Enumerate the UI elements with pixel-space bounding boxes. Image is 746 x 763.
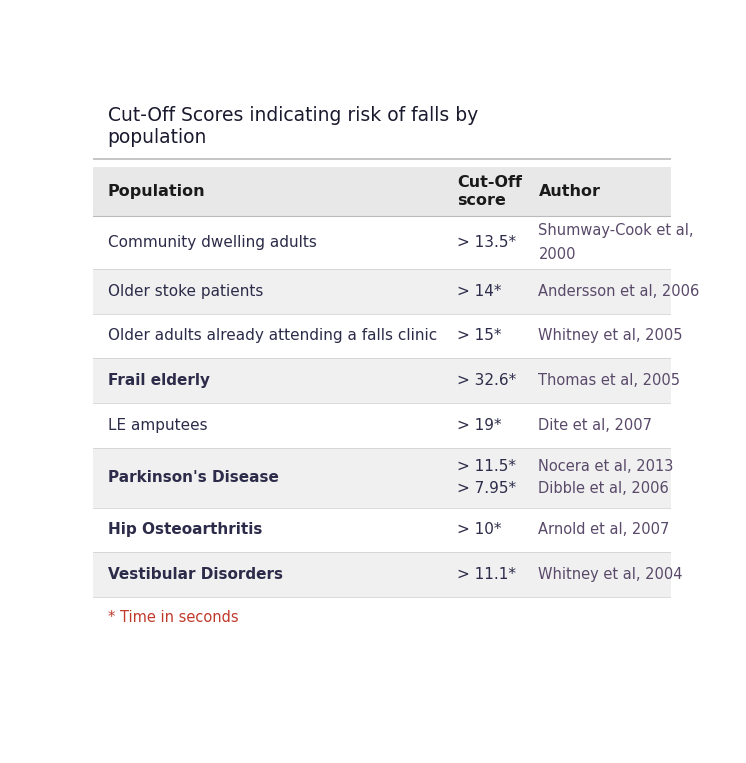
- Text: Author: Author: [539, 184, 601, 199]
- Text: Population: Population: [107, 184, 205, 199]
- Text: Cut-Off Scores indicating risk of falls by
population: Cut-Off Scores indicating risk of falls …: [107, 106, 478, 147]
- Text: Andersson et al, 2006: Andersson et al, 2006: [539, 284, 700, 299]
- Text: Vestibular Disorders: Vestibular Disorders: [107, 567, 283, 582]
- Text: > 13.5*: > 13.5*: [457, 235, 517, 250]
- Text: Parkinson's Disease: Parkinson's Disease: [107, 470, 278, 485]
- Text: > 19*: > 19*: [457, 418, 502, 433]
- Text: Older stoke patients: Older stoke patients: [107, 284, 263, 299]
- Text: Whitney et al, 2004: Whitney et al, 2004: [539, 567, 683, 582]
- Bar: [93, 314, 671, 359]
- Text: > 7.95*: > 7.95*: [457, 481, 517, 496]
- Text: Hip Osteoarthritis: Hip Osteoarthritis: [107, 523, 262, 537]
- Text: Dite et al, 2007: Dite et al, 2007: [539, 418, 653, 433]
- Text: > 14*: > 14*: [457, 284, 502, 299]
- Bar: [93, 448, 671, 507]
- Bar: [93, 359, 671, 403]
- Text: 2000: 2000: [539, 246, 576, 262]
- Text: * Time in seconds: * Time in seconds: [107, 610, 238, 625]
- Text: Frail elderly: Frail elderly: [107, 373, 210, 388]
- Text: Shumway-Cook et al,: Shumway-Cook et al,: [539, 224, 694, 238]
- Bar: [93, 216, 671, 269]
- Text: Dibble et al, 2006: Dibble et al, 2006: [539, 481, 669, 496]
- Text: Arnold et al, 2007: Arnold et al, 2007: [539, 523, 670, 537]
- Bar: [93, 167, 671, 216]
- Text: Older adults already attending a falls clinic: Older adults already attending a falls c…: [107, 328, 437, 343]
- Text: > 11.1*: > 11.1*: [457, 567, 516, 582]
- Bar: [93, 552, 671, 597]
- Text: > 32.6*: > 32.6*: [457, 373, 517, 388]
- Text: > 10*: > 10*: [457, 523, 502, 537]
- Text: > 15*: > 15*: [457, 328, 502, 343]
- Bar: [93, 507, 671, 552]
- Text: > 11.5*: > 11.5*: [457, 459, 516, 475]
- Text: Thomas et al, 2005: Thomas et al, 2005: [539, 373, 680, 388]
- Bar: [93, 269, 671, 314]
- Text: LE amputees: LE amputees: [107, 418, 207, 433]
- Text: Nocera et al, 2013: Nocera et al, 2013: [539, 459, 674, 475]
- Bar: [93, 403, 671, 448]
- Text: Cut-Off
score: Cut-Off score: [457, 175, 522, 208]
- Text: Whitney et al, 2005: Whitney et al, 2005: [539, 328, 683, 343]
- Text: Community dwelling adults: Community dwelling adults: [107, 235, 316, 250]
